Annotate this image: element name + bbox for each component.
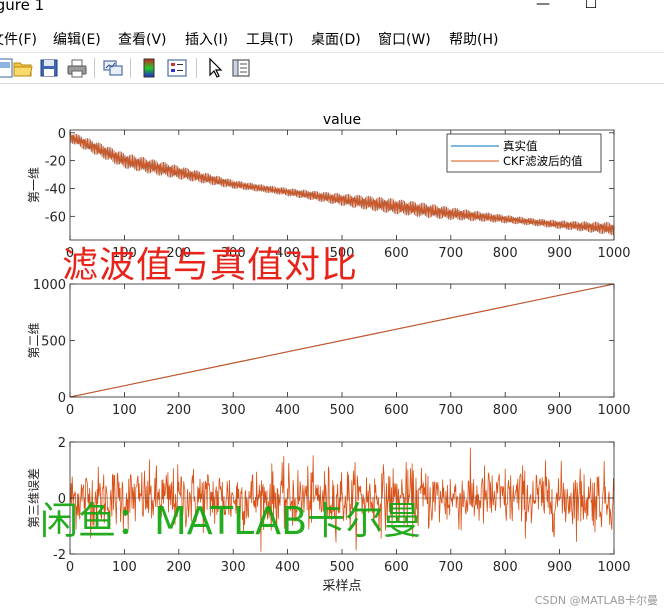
y-tick-label: -20 <box>45 155 66 170</box>
legend-entry: 真实值 <box>503 139 538 153</box>
y-tick-label: -2 <box>53 548 66 563</box>
x-tick-label: 200 <box>166 246 191 261</box>
series-line-error <box>70 447 615 552</box>
series-line-ckf <box>69 283 615 398</box>
toolbar <box>0 53 664 84</box>
x-tick-label: 600 <box>384 246 409 261</box>
colorbar-icon[interactable] <box>138 57 160 79</box>
y-axis-label: 第三维误差 <box>27 468 41 528</box>
y-tick-label: 0 <box>58 492 66 507</box>
x-tick-label: 900 <box>547 246 572 261</box>
menu-bar: 文件(F) 编辑(E) 查看(V) 插入(I) 工具(T) 桌面(D) 窗口(W… <box>0 24 664 53</box>
x-tick-label: 500 <box>330 560 355 575</box>
x-tick-label: 400 <box>275 403 300 418</box>
x-tick-label: 600 <box>384 403 409 418</box>
x-tick-label: 100 <box>112 560 137 575</box>
menu-tools[interactable]: 工具(T) <box>246 32 294 48</box>
y-axis-label: 第一维 <box>27 167 41 203</box>
figure-canvas: 0 100 200 300 400 500 600 700 800 900 1000 0 -20 -40-… <box>0 84 664 612</box>
x-tick-label: 400 <box>275 246 300 261</box>
menu-view[interactable]: 查看(V) <box>118 32 167 48</box>
menu-help[interactable]: 帮助(H) <box>449 32 499 48</box>
legend-entry: CKF滤波后的值 <box>503 154 583 168</box>
x-tick-label: 600 <box>384 560 409 575</box>
chart-title: value <box>323 112 361 128</box>
x-tick-label: 500 <box>330 403 355 418</box>
y-tick-label: 0 <box>58 391 66 406</box>
watermark-red-text: 滤波值与真值对比 <box>62 245 359 286</box>
x-tick-label: 200 <box>166 560 191 575</box>
toolbar-separator <box>130 58 131 78</box>
x-tick-label: 0 <box>66 403 74 418</box>
x-tick-label: 900 <box>547 403 572 418</box>
title-bar: Figure 1 — ☐ <box>0 0 664 24</box>
window-title: Figure 1 <box>0 0 45 14</box>
subplots-svg: 0 100 200 300 400 500 600 700 800 900 10000-20-40-… <box>27 112 631 594</box>
x-tick-label: 700 <box>438 246 463 261</box>
legend-icon[interactable] <box>166 57 188 79</box>
y-tick-label: 2 <box>58 436 66 451</box>
minimize-icon[interactable]: — <box>536 0 550 12</box>
toolbar-separator <box>94 58 95 78</box>
x-tick-label: 100 <box>112 246 137 261</box>
y-tick-label: 0 <box>58 127 66 142</box>
x-tick-label: 800 <box>493 403 518 418</box>
subplot-3: 0 100 200 300 400 500 600 700 800 900 1000-202第三维误… <box>27 436 631 594</box>
new-figure-icon[interactable] <box>0 57 16 79</box>
pointer-icon[interactable] <box>204 57 226 79</box>
menu-file[interactable]: 文件(F) <box>0 32 37 48</box>
x-tick-label: 300 <box>221 403 246 418</box>
toolbar-separator <box>196 58 197 78</box>
x-tick-label: 300 <box>221 246 246 261</box>
open-file-icon[interactable] <box>12 57 34 79</box>
link-plot-icon[interactable] <box>102 57 124 79</box>
credit-watermark: CSDN @MATLAB卡尔曼 <box>534 594 658 607</box>
y-axis-label: 第二维 <box>27 322 41 358</box>
y-tick-label: -40 <box>45 182 66 197</box>
menu-edit[interactable]: 编辑(E) <box>53 32 101 48</box>
save-icon[interactable] <box>38 57 60 79</box>
subplot-1: 0 100 200 300 400 500 600 700 800 900 1000 0 -20 -40 -… <box>27 112 631 261</box>
x-tick-label: 700 <box>438 560 463 575</box>
y-tick-label: 500 <box>41 335 66 350</box>
x-tick-label: 300 <box>221 560 246 575</box>
x-tick-label: 1000 <box>597 246 630 261</box>
menu-desktop[interactable]: 桌面(D) <box>311 32 361 48</box>
x-tick-label: 400 <box>275 560 300 575</box>
watermark-green-text: 闲鱼：MATLAB卡尔曼 <box>40 499 422 543</box>
menu-window[interactable]: 窗口(W) <box>378 32 431 48</box>
menu-insert[interactable]: 插入(I) <box>185 32 229 48</box>
x-tick-label: 900 <box>547 560 572 575</box>
x-tick-label: 0 <box>66 560 74 575</box>
x-tick-label: 500 <box>330 246 355 261</box>
y-tick-label: -60 <box>45 210 66 225</box>
x-tick-label: 800 <box>493 246 518 261</box>
x-tick-label: 1000 <box>597 403 630 418</box>
subplot-2: 0 100 200 300 400 500 600 700 800 900 1000 0 500 1000… <box>27 278 631 418</box>
y-tick-label: 1000 <box>33 278 66 293</box>
x-tick-label: 0 <box>66 246 74 261</box>
x-tick-label: 700 <box>438 403 463 418</box>
x-axis-label: 采样点 <box>322 579 361 594</box>
x-tick-label: 200 <box>166 403 191 418</box>
maximize-icon[interactable]: ☐ <box>584 0 598 12</box>
x-tick-label: 1000 <box>597 560 630 575</box>
legend-box <box>446 133 602 173</box>
series-line-ckf <box>70 132 615 236</box>
property-inspector-icon[interactable] <box>230 57 252 79</box>
x-tick-label: 100 <box>112 403 137 418</box>
print-icon[interactable] <box>66 57 88 79</box>
x-tick-label: 800 <box>493 560 518 575</box>
